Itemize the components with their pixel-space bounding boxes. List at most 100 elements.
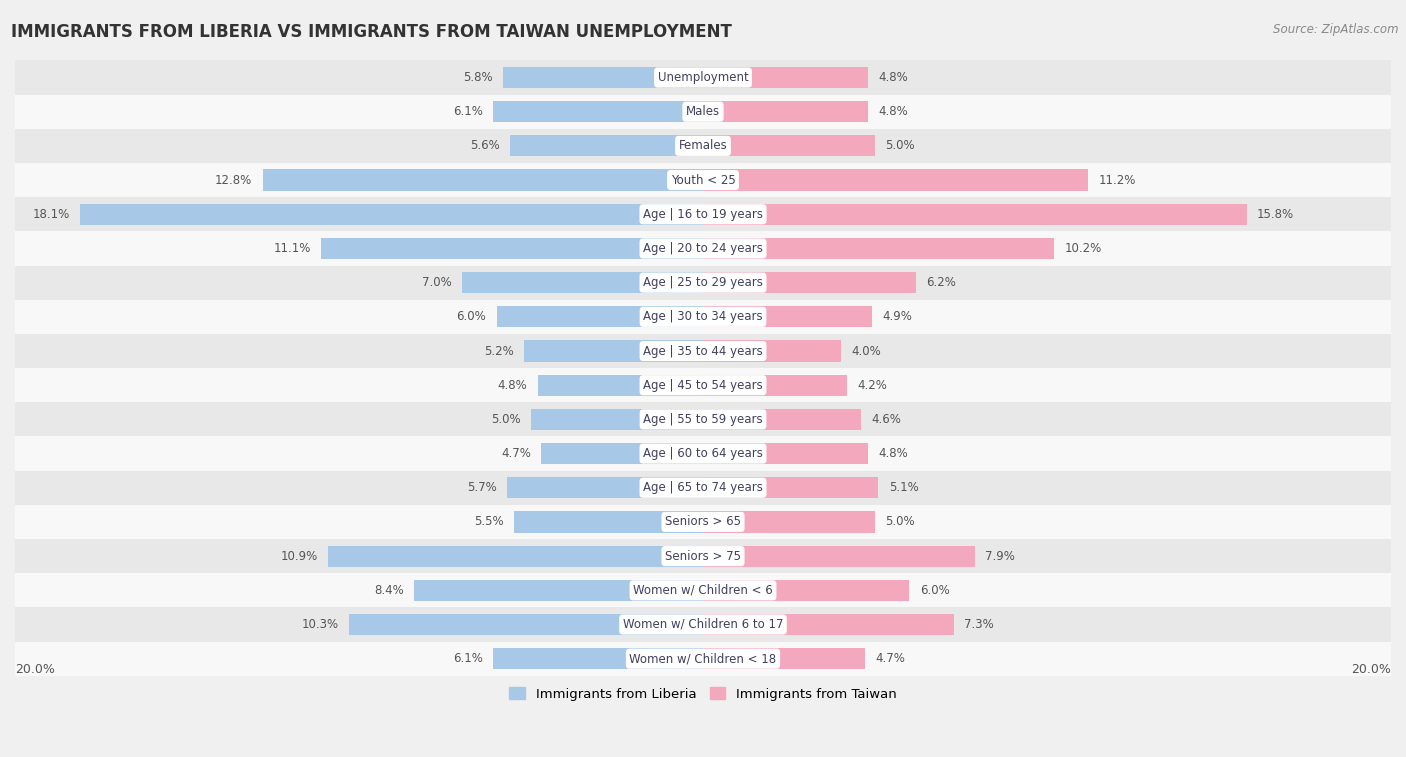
Text: 4.2%: 4.2% (858, 378, 887, 391)
Text: 15.8%: 15.8% (1257, 207, 1294, 221)
Text: 11.2%: 11.2% (1098, 173, 1136, 186)
Bar (703, 341, 841, 362)
Bar (538, 375, 703, 396)
Bar (703, 101, 868, 123)
Bar (413, 580, 703, 601)
Text: 6.2%: 6.2% (927, 276, 956, 289)
Text: 20.0%: 20.0% (1351, 663, 1391, 676)
Bar (703, 272, 917, 293)
Bar (524, 341, 703, 362)
Text: 6.0%: 6.0% (457, 310, 486, 323)
Text: 5.5%: 5.5% (474, 516, 503, 528)
Text: 4.7%: 4.7% (501, 447, 531, 460)
Bar (15, 163, 1391, 197)
Text: Women w/ Children < 6: Women w/ Children < 6 (633, 584, 773, 597)
Text: IMMIGRANTS FROM LIBERIA VS IMMIGRANTS FROM TAIWAN UNEMPLOYMENT: IMMIGRANTS FROM LIBERIA VS IMMIGRANTS FR… (11, 23, 733, 41)
Text: Women w/ Children 6 to 17: Women w/ Children 6 to 17 (623, 618, 783, 631)
Bar (349, 614, 703, 635)
Text: Seniors > 75: Seniors > 75 (665, 550, 741, 562)
Bar (15, 95, 1391, 129)
Bar (496, 307, 703, 328)
Text: 18.1%: 18.1% (32, 207, 70, 221)
Bar (15, 539, 1391, 573)
Bar (15, 129, 1391, 163)
Bar (541, 443, 703, 464)
Text: 7.3%: 7.3% (965, 618, 994, 631)
Text: Age | 55 to 59 years: Age | 55 to 59 years (643, 413, 763, 426)
Text: Unemployment: Unemployment (658, 71, 748, 84)
Bar (15, 505, 1391, 539)
Text: 5.2%: 5.2% (484, 344, 513, 357)
Bar (15, 573, 1391, 607)
Text: Age | 45 to 54 years: Age | 45 to 54 years (643, 378, 763, 391)
Text: 4.8%: 4.8% (879, 105, 908, 118)
Bar (15, 368, 1391, 402)
Text: 5.7%: 5.7% (467, 481, 496, 494)
Bar (510, 136, 703, 157)
Bar (503, 67, 703, 88)
Bar (15, 300, 1391, 334)
Text: 6.1%: 6.1% (453, 653, 482, 665)
Text: 4.8%: 4.8% (879, 71, 908, 84)
Bar (328, 546, 703, 567)
Text: 20.0%: 20.0% (15, 663, 55, 676)
Text: Males: Males (686, 105, 720, 118)
Text: Seniors > 65: Seniors > 65 (665, 516, 741, 528)
Bar (703, 204, 1247, 225)
Text: 5.0%: 5.0% (491, 413, 520, 426)
Text: 4.8%: 4.8% (879, 447, 908, 460)
Text: 10.3%: 10.3% (301, 618, 339, 631)
Text: Age | 30 to 34 years: Age | 30 to 34 years (643, 310, 763, 323)
Text: Age | 35 to 44 years: Age | 35 to 44 years (643, 344, 763, 357)
Text: Women w/ Children < 18: Women w/ Children < 18 (630, 653, 776, 665)
Bar (513, 511, 703, 532)
Bar (703, 409, 862, 430)
Bar (508, 477, 703, 498)
Legend: Immigrants from Liberia, Immigrants from Taiwan: Immigrants from Liberia, Immigrants from… (503, 682, 903, 706)
Text: Females: Females (679, 139, 727, 152)
Text: 4.8%: 4.8% (498, 378, 527, 391)
Text: 4.7%: 4.7% (875, 653, 905, 665)
Text: 10.9%: 10.9% (280, 550, 318, 562)
Bar (321, 238, 703, 259)
Bar (703, 648, 865, 669)
Text: Age | 60 to 64 years: Age | 60 to 64 years (643, 447, 763, 460)
Text: Age | 65 to 74 years: Age | 65 to 74 years (643, 481, 763, 494)
Text: 7.0%: 7.0% (422, 276, 451, 289)
Bar (703, 170, 1088, 191)
Text: 10.2%: 10.2% (1064, 242, 1101, 255)
Bar (15, 607, 1391, 642)
Bar (703, 67, 868, 88)
Text: 4.6%: 4.6% (872, 413, 901, 426)
Text: 5.6%: 5.6% (470, 139, 501, 152)
Text: 12.8%: 12.8% (215, 173, 252, 186)
Bar (15, 437, 1391, 471)
Text: 4.9%: 4.9% (882, 310, 911, 323)
Text: 8.4%: 8.4% (374, 584, 404, 597)
Bar (15, 334, 1391, 368)
Text: 4.0%: 4.0% (851, 344, 880, 357)
Bar (703, 546, 974, 567)
Bar (703, 443, 868, 464)
Bar (463, 272, 703, 293)
Bar (15, 402, 1391, 437)
Bar (80, 204, 703, 225)
Text: 5.8%: 5.8% (464, 71, 494, 84)
Bar (15, 642, 1391, 676)
Bar (15, 266, 1391, 300)
Text: Source: ZipAtlas.com: Source: ZipAtlas.com (1274, 23, 1399, 36)
Bar (703, 511, 875, 532)
Bar (15, 197, 1391, 232)
Bar (703, 136, 875, 157)
Bar (494, 648, 703, 669)
Bar (494, 101, 703, 123)
Bar (531, 409, 703, 430)
Text: Age | 16 to 19 years: Age | 16 to 19 years (643, 207, 763, 221)
Text: 5.1%: 5.1% (889, 481, 918, 494)
Text: Youth < 25: Youth < 25 (671, 173, 735, 186)
Bar (703, 307, 872, 328)
Text: 7.9%: 7.9% (986, 550, 1015, 562)
Bar (703, 580, 910, 601)
Text: Age | 25 to 29 years: Age | 25 to 29 years (643, 276, 763, 289)
Bar (263, 170, 703, 191)
